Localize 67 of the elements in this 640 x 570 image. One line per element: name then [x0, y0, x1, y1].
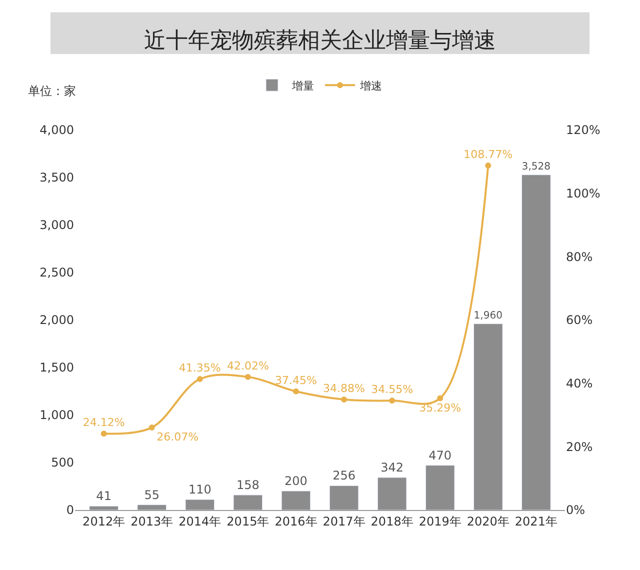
bar	[473, 324, 503, 510]
y-tick-label: 500	[51, 456, 74, 470]
data-label: 37.45%	[275, 374, 317, 387]
bar	[329, 485, 359, 510]
data-label: 26.07%	[156, 430, 199, 444]
y-tick-label: 4,000	[40, 123, 74, 138]
data-label: 342	[380, 460, 404, 475]
y-tick-label: 1,500	[40, 360, 74, 375]
y2-tick-label: 80%	[566, 250, 593, 264]
data-label: 158	[236, 478, 260, 492]
y-tick-label: 3,500	[40, 170, 74, 185]
chart-title: 近十年宠物殡葬相关企业增量与增速	[144, 28, 496, 54]
point	[148, 424, 155, 430]
data-label: 108.77%	[464, 148, 513, 162]
y-tick-label: 2,000	[40, 313, 74, 328]
x-tick-label: 2018年	[370, 514, 414, 528]
y2-tick-label: 100%	[566, 186, 600, 201]
bar	[281, 490, 311, 510]
point	[244, 374, 251, 380]
bar	[185, 499, 215, 510]
bar	[425, 465, 455, 510]
bar	[137, 504, 167, 510]
legend-label: 增速	[359, 79, 382, 92]
bar	[233, 494, 263, 510]
point	[100, 430, 107, 437]
x-tick-label: 2017年	[322, 514, 366, 528]
x-tick-label: 2021年	[514, 514, 558, 528]
y-tick-label: 0	[66, 503, 74, 518]
y2-tick-label: 20%	[566, 440, 593, 454]
data-label: 34.55%	[371, 383, 414, 396]
legend-label: 增量	[291, 79, 314, 92]
bar	[89, 506, 118, 510]
x-tick-label: 2012年	[82, 514, 126, 528]
y-tick-label: 3,000	[40, 218, 74, 232]
data-label: 41.35%	[178, 362, 221, 375]
x-tick-label: 2019年	[418, 514, 462, 528]
y-tick-label: 1,000	[40, 408, 74, 422]
point	[341, 396, 348, 403]
point	[485, 162, 492, 169]
bar	[377, 477, 407, 510]
point	[437, 395, 444, 402]
y2-tick-label: 40%	[566, 376, 593, 391]
data-label: 1,960	[474, 310, 503, 322]
y2-tick-label: 0%	[566, 503, 586, 518]
data-label: 470	[428, 448, 452, 462]
point	[196, 376, 203, 382]
x-tick-label: 2014年	[178, 514, 222, 528]
data-label: 200	[284, 474, 308, 488]
y2-tick-label: 120%	[566, 123, 600, 138]
x-tick-label: 2015年	[226, 514, 270, 528]
data-label: 55	[144, 488, 160, 502]
x-tick-label: 2016年	[274, 514, 318, 528]
y2-tick-label: 60%	[566, 313, 593, 328]
data-label: 256	[332, 468, 356, 483]
data-label: 34.88%	[323, 382, 365, 396]
bar	[522, 174, 551, 510]
point	[292, 388, 299, 394]
data-label: 42.02%	[226, 359, 269, 372]
y-axis-title: 单位：家	[28, 84, 76, 98]
point	[389, 398, 396, 404]
x-tick-label: 2013年	[130, 514, 174, 528]
data-label: 24.12%	[82, 416, 125, 430]
data-label: 110	[188, 482, 212, 497]
data-label: 41	[96, 489, 112, 504]
data-label: 3,528	[522, 161, 551, 172]
y-tick-label: 2,500	[40, 266, 74, 280]
x-tick-label: 2020年	[466, 514, 510, 528]
